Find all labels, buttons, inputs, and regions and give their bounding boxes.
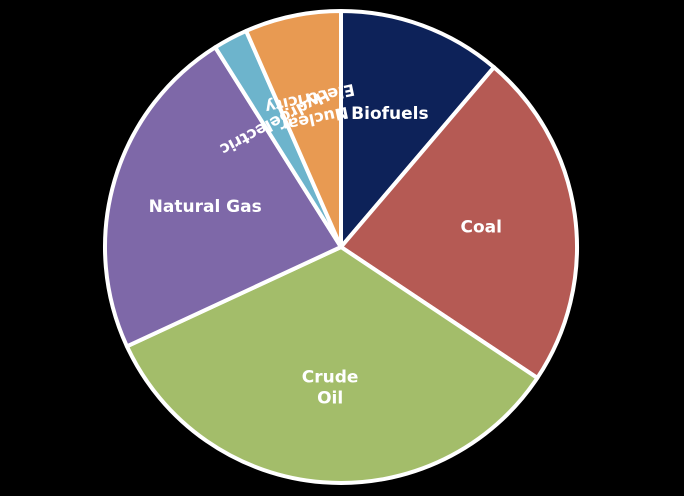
pie-slice-label-biofuels: Biofuels — [351, 104, 428, 124]
pie-slice-crude-oil[interactable] — [124, 245, 540, 485]
pie-slice-label-natural-gas: Natural Gas — [149, 197, 262, 217]
pie-slices-group — [103, 9, 579, 485]
pie-label-line: Oil — [317, 389, 343, 409]
pie-slice-label-coal: Coal — [461, 217, 502, 237]
pie-slice-nuclear-electricity[interactable] — [244, 9, 343, 249]
pie-slice-label-crude-oil: Crude Oil — [302, 368, 359, 409]
pie-label-line: Biofuels — [351, 104, 428, 124]
pie-slice-coal[interactable] — [339, 65, 579, 380]
pie-slice-biofuels[interactable] — [339, 9, 496, 249]
pie-slice-natural-gas[interactable] — [103, 45, 343, 349]
pie-label-line: Natural Gas — [149, 197, 262, 217]
pie-label-line: Coal — [461, 217, 502, 237]
pie-label-line: Crude — [302, 368, 359, 388]
